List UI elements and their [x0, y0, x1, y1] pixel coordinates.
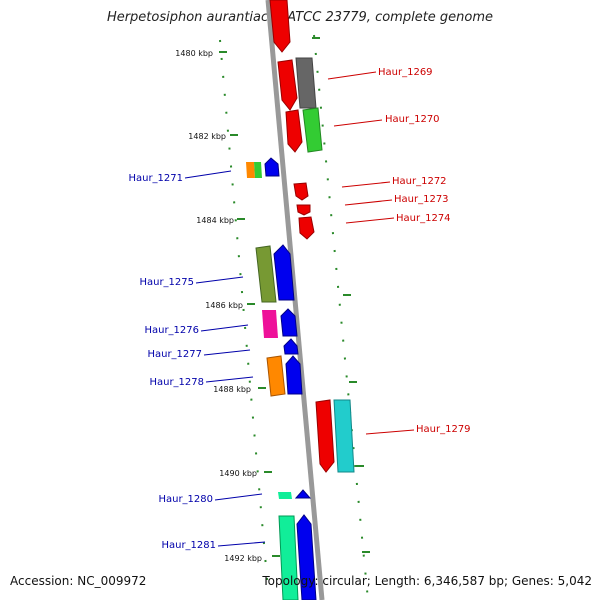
scale-label: 1484 kbp	[196, 216, 234, 225]
gene-arrow-haur-1276[interactable]	[280, 308, 298, 337]
gene-arrow-haur-1278[interactable]	[285, 355, 303, 395]
gene-arrow-haur-1269[interactable]	[277, 59, 298, 111]
gene-label[interactable]: Haur_1275	[139, 277, 194, 288]
gene-arrow[interactable]	[269, 0, 291, 53]
scale-label: 1492 kbp	[224, 554, 262, 563]
gene-arrow-haur-1280[interactable]	[294, 489, 312, 499]
gene-label[interactable]: Haur_1274	[396, 213, 451, 224]
gene-arrow-haur-1272[interactable]	[293, 182, 309, 201]
reverse-strand-features	[246, 157, 317, 600]
gene-block	[278, 492, 292, 499]
outer-scale-ring	[313, 34, 369, 600]
gene-arrow-haur-1273[interactable]	[296, 204, 311, 216]
inner-scale-ring	[219, 39, 269, 591]
gene-label[interactable]: Haur_1276	[144, 325, 199, 336]
scale-label: 1486 kbp	[205, 301, 243, 310]
scale-label: 1482 kbp	[188, 132, 226, 141]
gene-block	[255, 245, 277, 303]
gene-label[interactable]: Haur_1271	[128, 173, 183, 184]
gene-block	[254, 162, 262, 178]
map-title: Herpetosiphon aurantiacus ATCC 23779, co…	[106, 10, 494, 25]
label-leader-lines	[184, 71, 415, 547]
gene-block	[262, 310, 278, 338]
gene-block	[278, 515, 299, 600]
forward-strand-features	[269, 0, 355, 473]
gene-arrow-haur-1274[interactable]	[298, 216, 315, 240]
gene-label[interactable]: Haur_1281	[161, 540, 216, 551]
gene-label[interactable]: Haur_1279	[416, 424, 471, 435]
gene-arrow-haur-1270[interactable]	[285, 109, 303, 153]
gene-arrow-haur-1279[interactable]	[315, 399, 335, 473]
scale-label: 1488 kbp	[213, 385, 251, 394]
gene-arrow-haur-1277[interactable]	[283, 338, 299, 355]
gene-arrow-haur-1271[interactable]	[264, 157, 280, 177]
gene-label[interactable]: Haur_1277	[147, 349, 202, 360]
gene-block	[246, 162, 255, 178]
gene-label[interactable]: Haur_1269	[378, 67, 433, 78]
topology-label: Topology: circular; Length: 6,346,587 bp…	[262, 574, 592, 588]
gene-block	[333, 399, 355, 473]
gene-label[interactable]: Haur_1280	[158, 494, 213, 505]
gene-block	[302, 107, 323, 153]
gene-arrow-haur-1281[interactable]	[296, 514, 317, 600]
gene-block	[295, 57, 317, 109]
scale-ticks	[219, 37, 370, 557]
gene-label[interactable]: Haur_1272	[392, 176, 447, 187]
genome-backbone	[265, 0, 325, 600]
gene-arrow-haur-1275[interactable]	[273, 244, 295, 301]
gene-label[interactable]: Haur_1278	[149, 377, 204, 388]
gene-block	[266, 355, 286, 397]
accession-label: Accession: NC_009972	[10, 574, 147, 588]
gene-label[interactable]: Haur_1273	[394, 194, 449, 205]
scale-label: 1480 kbp	[175, 49, 213, 58]
gene-label[interactable]: Haur_1270	[385, 114, 440, 125]
scale-label: 1490 kbp	[219, 469, 257, 478]
